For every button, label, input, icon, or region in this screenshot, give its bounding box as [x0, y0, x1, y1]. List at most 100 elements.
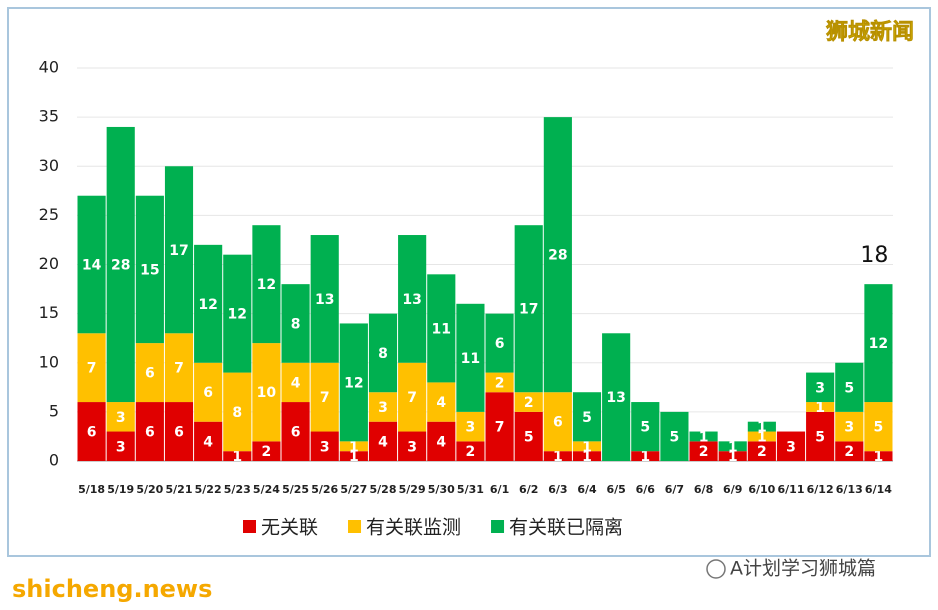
segment-label: 2	[495, 375, 505, 391]
segment-label: 2	[524, 395, 534, 411]
segment-label: 11	[432, 321, 451, 337]
bar-segment	[456, 441, 485, 461]
segment-label: 6	[174, 425, 184, 441]
bar-segment	[835, 441, 864, 461]
segment-label: 6	[291, 425, 301, 441]
bar-segment	[572, 441, 602, 452]
segment-label: 17	[519, 302, 538, 318]
segment-label: 1	[553, 449, 563, 465]
segment-label: 13	[315, 292, 334, 308]
bar-segment	[427, 421, 456, 461]
segment-label: 5	[640, 420, 650, 436]
y-tick-label: 30	[39, 156, 59, 175]
legend-swatch	[243, 520, 256, 533]
segment-label: 7	[174, 361, 184, 377]
segment-label: 3	[116, 439, 126, 455]
segment-label: 2	[699, 444, 709, 460]
x-tick-label: 5/26	[311, 483, 338, 496]
x-tick-label: 6/9	[723, 483, 742, 496]
segment-label: 6	[203, 385, 213, 401]
segment-label: 3	[116, 410, 126, 426]
x-tick-label: 6/10	[748, 483, 775, 496]
segment-label: 4	[436, 395, 446, 411]
x-tick-label: 5/23	[224, 483, 251, 496]
segment-label: 1	[582, 449, 592, 465]
bar-segment	[135, 402, 164, 461]
bar-segment	[77, 402, 106, 461]
segment-label: 14	[82, 258, 102, 274]
site-watermark: shicheng.news	[12, 575, 212, 603]
y-tick-label: 10	[39, 352, 59, 371]
bar-segment	[427, 382, 456, 422]
bar-segment	[281, 284, 310, 363]
x-tick-label: 5/19	[107, 483, 134, 496]
bar-segment	[77, 195, 106, 334]
bar-segment	[543, 117, 572, 393]
bar-segment	[631, 451, 660, 461]
segment-label: 1	[815, 400, 825, 416]
segment-label: 12	[198, 297, 217, 313]
bar-segment	[339, 323, 368, 442]
bar-segment	[747, 431, 776, 442]
bar-segment	[485, 392, 514, 461]
segment-label: 3	[407, 439, 417, 455]
segment-label: 1	[728, 449, 738, 465]
y-tick-label: 40	[39, 58, 59, 77]
segment-label: 4	[203, 434, 213, 450]
bar-segment	[689, 431, 718, 442]
x-tick-label: 6/11	[778, 483, 805, 496]
bar-segment	[368, 421, 398, 461]
segment-label: 3	[378, 400, 388, 416]
bar-segment	[864, 402, 893, 452]
bar-segment	[572, 451, 602, 461]
bar-segment	[398, 431, 427, 461]
segment-label: 3	[320, 439, 330, 455]
bar-segment	[514, 225, 543, 393]
x-tick-label: 6/3	[548, 483, 567, 496]
bar-segment	[485, 372, 514, 393]
bar-segment	[106, 402, 135, 432]
x-tick-label: 6/2	[519, 483, 538, 496]
segment-label: 2	[757, 444, 767, 460]
brand-watermark: 狮城新闻	[826, 19, 914, 45]
segment-label: 2	[466, 444, 476, 460]
legend-swatch	[491, 520, 505, 533]
segment-label: 1	[757, 420, 767, 436]
x-tick-label: 5/27	[340, 483, 367, 496]
x-tick-label: 5/31	[457, 483, 484, 496]
segment-label: 1	[699, 429, 709, 445]
segment-label: 10	[257, 385, 277, 401]
bar-segment	[864, 451, 893, 461]
bar-segment	[310, 362, 339, 432]
bar-segment	[864, 284, 893, 403]
x-tick-label: 5/28	[370, 483, 397, 496]
segment-label: 6	[87, 425, 97, 441]
segment-label: 1	[232, 449, 242, 465]
bar-segment	[106, 431, 135, 461]
bar-segment	[514, 392, 543, 412]
legend-label: 有关联已隔离	[509, 517, 623, 539]
segment-label: 8	[378, 346, 388, 362]
bar-segment	[194, 362, 223, 422]
segment-label: 5	[670, 429, 680, 445]
bar-segment	[398, 362, 427, 432]
segment-label: 1	[757, 429, 767, 445]
bar-segment	[368, 313, 398, 393]
segment-label: 12	[344, 375, 363, 391]
segment-label: 12	[257, 277, 276, 293]
segment-label: 28	[111, 258, 130, 274]
x-tick-label: 5/29	[399, 483, 426, 496]
legend-swatch	[348, 520, 362, 533]
bar-segment	[281, 362, 310, 403]
segment-label: 12	[869, 336, 888, 352]
bar-segment	[747, 421, 776, 432]
segment-label: 6	[145, 366, 155, 382]
segment-label: 6	[553, 415, 563, 431]
x-tick-label: 6/12	[807, 483, 834, 496]
x-tick-label: 6/8	[694, 483, 713, 496]
legend-label: 无关联	[261, 517, 318, 539]
x-tick-label: 5/30	[428, 483, 455, 496]
segment-label: 1	[874, 449, 884, 465]
segment-label: 13	[606, 390, 625, 406]
